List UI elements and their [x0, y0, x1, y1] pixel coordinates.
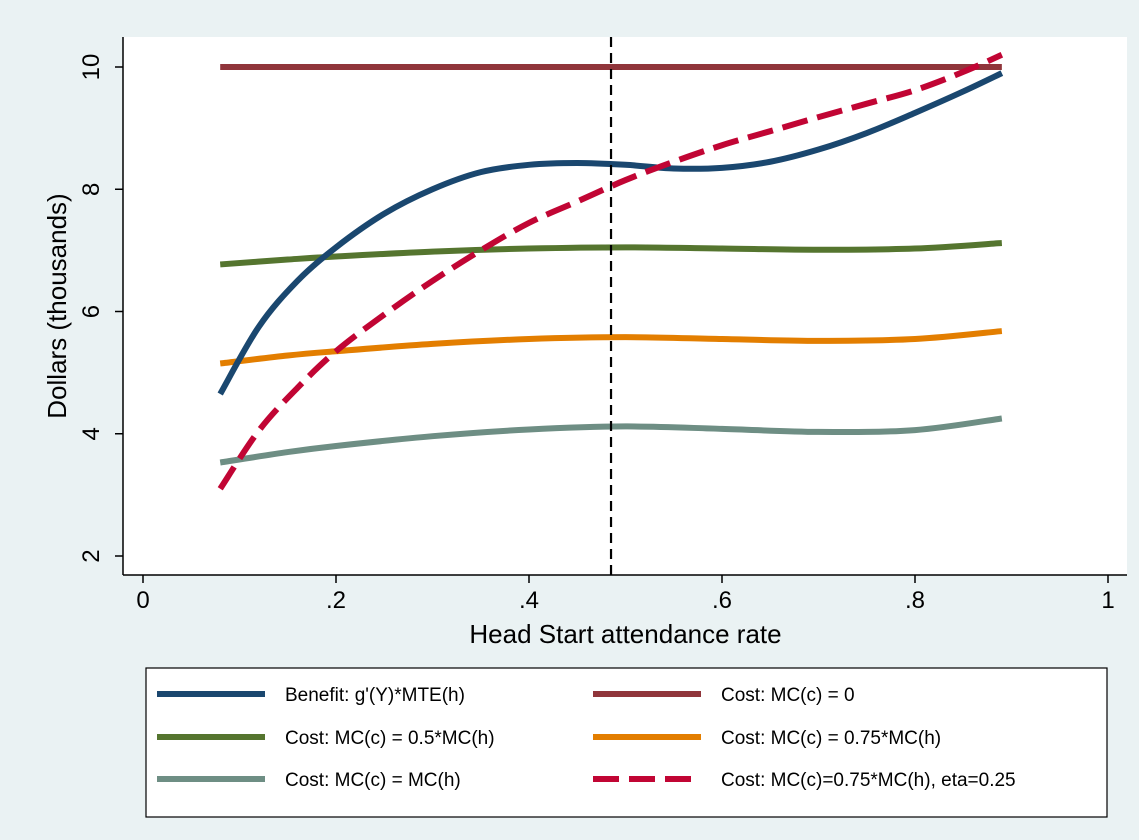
y-axis-title: Dollars (thousands) — [42, 193, 72, 418]
series-line-3 — [219, 328, 1003, 367]
series-line-2 — [219, 240, 1003, 268]
y-tick-label: 2 — [78, 549, 105, 562]
series-line-5 — [217, 52, 1004, 491]
y-tick-label: 10 — [78, 54, 105, 81]
x-tick-label: .4 — [519, 587, 539, 614]
x-tick-label: .8 — [905, 587, 925, 614]
legend: Benefit: g'(Y)*MTE(h) Cost: MC(c) = 0 Cost… — [145, 667, 1108, 818]
x-tick-label: .2 — [326, 587, 346, 614]
data-layer — [217, 37, 1004, 575]
axes: 0 .2 .4 .6 .8 1 2 4 6 8 10 — [78, 37, 1127, 614]
x-tick-label: 1 — [1101, 587, 1114, 614]
legend-label-3: Cost: MC(c) = 0.75*MC(h) — [721, 728, 941, 749]
series-line-4 — [219, 415, 1003, 466]
legend-label-4: Cost: MC(c) = MC(h) — [285, 770, 461, 791]
legend-label-5: Cost: MC(c)=0.75*MC(h), eta=0.25 — [721, 770, 1016, 791]
legend-label-0: Benefit: g'(Y)*MTE(h) — [285, 685, 465, 706]
x-tick-label: .6 — [712, 587, 732, 614]
legend-label-2: Cost: MC(c) = 0.5*MC(h) — [285, 728, 495, 749]
x-tick-label: 0 — [136, 587, 149, 614]
y-tick-label: 4 — [78, 427, 105, 440]
series-line-0 — [217, 70, 1004, 396]
plot-area — [123, 37, 1127, 575]
y-tick-label: 6 — [78, 305, 105, 318]
legend-label-1: Cost: MC(c) = 0 — [721, 685, 855, 706]
y-tick-label: 8 — [78, 183, 105, 196]
x-axis-title: Head Start attendance rate — [469, 619, 781, 649]
